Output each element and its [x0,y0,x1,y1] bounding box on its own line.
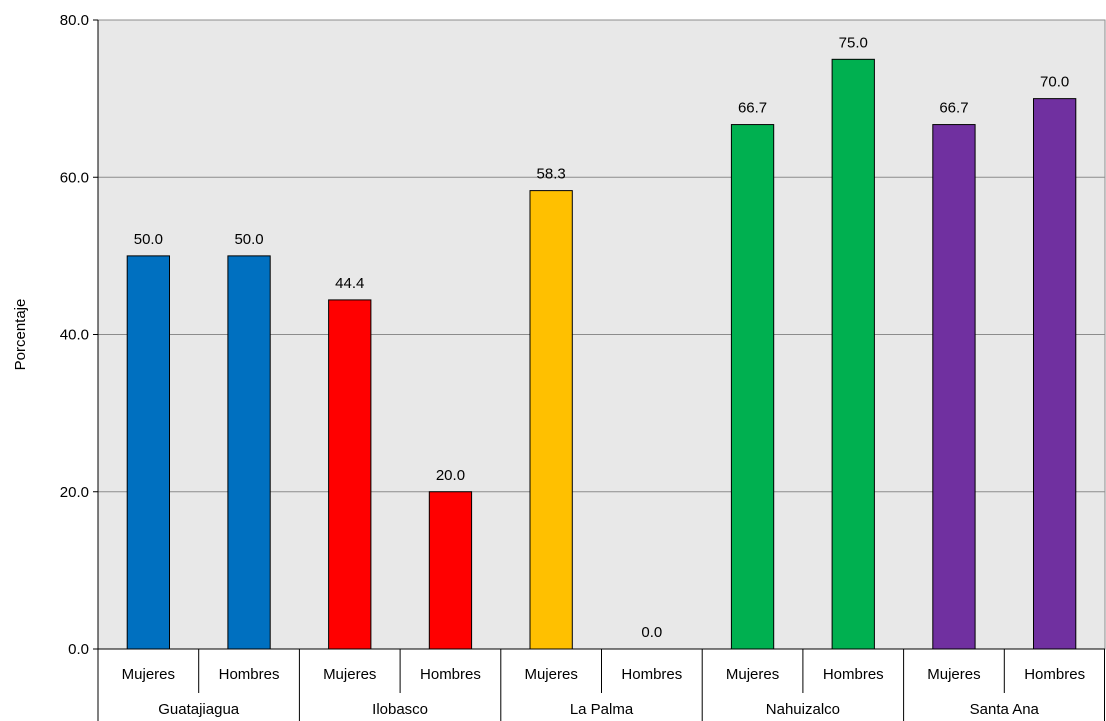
bar-3-1 [831,58,875,650]
bar-4-1 [1033,98,1077,650]
bar-0-1 [227,255,271,650]
data-label: 70.0 [1040,74,1069,91]
x-subcategory-label: Hombres [1024,666,1085,683]
bar-1-0 [328,299,372,650]
data-label: 66.7 [939,100,968,117]
y-tick-label: 80.0 [60,12,89,29]
x-axis: Mujeres Hombres Guatajiagua Mujeres Hombres I… [97,648,1105,721]
bar-0-0 [126,255,170,650]
x-subcategory-label: Mujeres [122,666,175,683]
y-tick-label: 40.0 [60,327,89,344]
bars [126,58,1077,650]
x-group-label: Ilobasco [372,701,428,718]
bar-3-0 [730,124,775,650]
x-subcategory-label: Mujeres [927,666,980,683]
data-label: 44.4 [335,275,364,292]
x-group-label: Santa Ana [970,701,1040,718]
y-tick-label: 0.0 [68,641,89,658]
data-labels: 50.0 50.0 44.4 20.0 58.3 0.0 66.7 75.0 66.7 70.0 [134,34,1070,641]
y-tick-label: 60.0 [60,169,89,186]
x-group-label: Guatajiagua [158,701,240,718]
x-subcategory-label: Mujeres [323,666,376,683]
y-axis: 0.0 20.0 40.0 60.0 80.0 [60,12,99,658]
x-group-label: Nahuizalco [766,701,840,718]
data-label: 50.0 [134,231,163,248]
data-label: 20.0 [436,467,465,484]
x-subcategory-label: Hombres [420,666,481,683]
data-label: 75.0 [839,34,868,51]
y-tick-label: 20.0 [60,484,89,501]
bar-4-0 [932,124,976,650]
x-subcategory-label: Hombres [621,666,682,683]
data-label: 0.0 [641,624,662,641]
x-group-label: La Palma [570,701,634,718]
x-subcategory-label: Mujeres [524,666,577,683]
x-subcategory-label: Hombres [219,666,280,683]
data-label: 66.7 [738,100,767,117]
data-label: 58.3 [537,166,566,183]
bar-2-0 [529,190,573,650]
y-axis-label: Porcentaje [12,299,29,371]
x-subcategory-label: Mujeres [726,666,779,683]
x-subcategory-label: Hombres [823,666,884,683]
bar-1-1 [428,491,473,650]
data-label: 50.0 [234,231,263,248]
